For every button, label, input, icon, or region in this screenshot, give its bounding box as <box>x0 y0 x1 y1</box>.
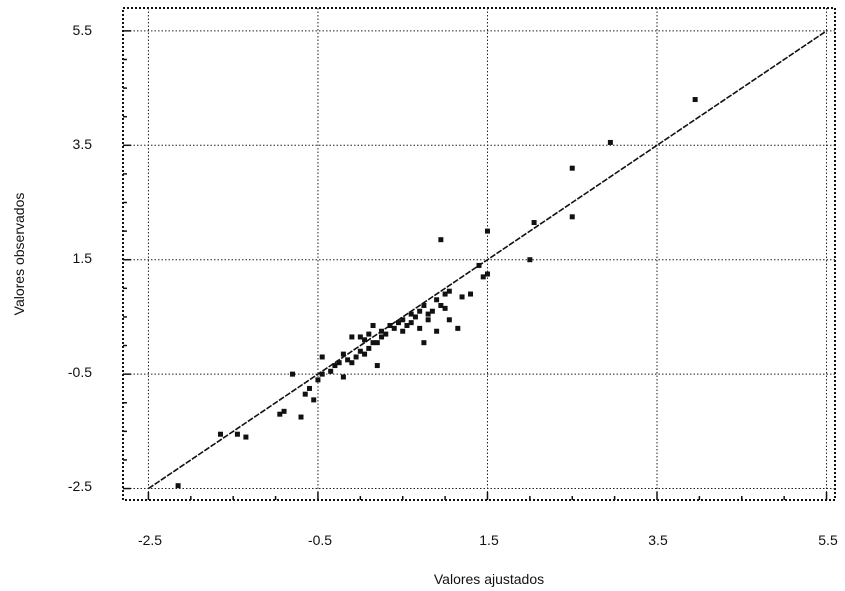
data-point <box>345 357 351 363</box>
data-point <box>391 325 397 331</box>
data-point <box>387 323 393 329</box>
x-tick-label: 5.5 <box>818 532 838 548</box>
data-point <box>298 414 304 420</box>
x-tick-label: 1.5 <box>479 532 499 548</box>
plot-frame <box>122 7 836 501</box>
data-point <box>442 291 448 297</box>
data-point <box>315 377 321 383</box>
data-point <box>442 305 448 311</box>
data-point <box>370 340 376 346</box>
data-point <box>692 97 698 103</box>
data-point <box>434 328 440 334</box>
data-point <box>290 371 296 377</box>
data-point <box>349 334 355 340</box>
data-point <box>438 302 444 308</box>
data-point <box>366 345 372 351</box>
data-point <box>484 271 490 277</box>
y-tick-label: -2.5 <box>68 478 92 494</box>
data-point <box>175 483 181 489</box>
data-point <box>425 317 431 323</box>
data-point <box>370 323 376 329</box>
data-point <box>362 351 368 357</box>
data-point <box>306 385 312 391</box>
data-point <box>311 397 317 403</box>
data-point <box>417 325 423 331</box>
data-point <box>527 257 533 263</box>
data-point <box>484 228 490 234</box>
data-point <box>480 274 486 280</box>
data-point <box>412 314 418 320</box>
data-point <box>362 337 368 343</box>
data-point <box>468 291 474 297</box>
data-point <box>569 165 575 171</box>
data-point <box>379 328 385 334</box>
data-point <box>408 311 414 317</box>
data-point <box>476 262 482 268</box>
data-point <box>434 297 440 303</box>
x-tick-label: 3.5 <box>648 532 668 548</box>
data-point <box>340 351 346 357</box>
data-point <box>336 360 342 366</box>
data-point <box>383 331 389 337</box>
data-point <box>366 331 372 337</box>
data-point <box>459 294 465 300</box>
y-tick-label: 1.5 <box>73 250 93 266</box>
data-point <box>408 320 414 326</box>
x-tick-label: -2.5 <box>138 532 162 548</box>
data-point <box>438 237 444 243</box>
data-point <box>277 411 283 417</box>
data-point <box>400 328 406 334</box>
x-tick-label: -0.5 <box>308 532 332 548</box>
y-tick-label: 3.5 <box>73 136 93 152</box>
data-point <box>421 302 427 308</box>
data-point <box>455 325 461 331</box>
data-point <box>353 354 359 360</box>
data-point <box>429 308 435 314</box>
data-point <box>328 368 334 374</box>
data-point <box>446 288 452 294</box>
data-point <box>425 311 431 317</box>
data-point <box>319 371 325 377</box>
data-point <box>234 431 240 437</box>
data-point <box>243 434 249 440</box>
data-point <box>417 308 423 314</box>
data-point <box>374 363 380 369</box>
y-tick-label: -0.5 <box>68 364 92 380</box>
data-point <box>357 334 363 340</box>
data-points <box>175 97 698 489</box>
x-axis-label: Valores ajustados <box>434 571 544 587</box>
data-point <box>217 431 223 437</box>
data-point <box>446 317 452 323</box>
data-point <box>569 214 575 220</box>
data-point <box>340 374 346 380</box>
fit-line <box>147 30 827 490</box>
data-point <box>400 317 406 323</box>
data-point <box>281 408 287 414</box>
grid-lines <box>123 8 835 500</box>
data-point <box>319 354 325 360</box>
y-tick-label: 5.5 <box>73 22 93 38</box>
data-point <box>374 340 380 346</box>
data-point <box>379 334 385 340</box>
data-point <box>404 323 410 329</box>
y-axis-label: Valores observados <box>11 193 27 316</box>
data-point <box>421 340 427 346</box>
data-point <box>349 360 355 366</box>
data-point <box>607 139 613 145</box>
minor-ticks <box>123 30 828 500</box>
data-point <box>395 320 401 326</box>
data-point <box>302 391 308 397</box>
data-point <box>332 363 338 369</box>
data-point <box>531 220 537 226</box>
data-point <box>357 348 363 354</box>
